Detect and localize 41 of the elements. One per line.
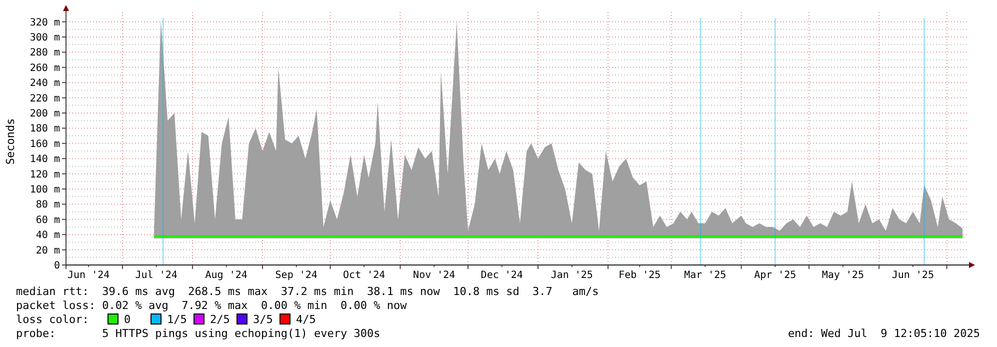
y-tick-label: 0	[54, 260, 60, 272]
text: probe: 5 HTTPS pings using echoping(1) every 300s	[16, 327, 380, 340]
legend-label: 2/5	[210, 313, 230, 326]
y-tick-label: 200 m	[30, 108, 60, 120]
y-tick-label: 120 m	[30, 169, 60, 180]
x-tick-label: Oct '24	[343, 270, 386, 281]
legend-title: loss color:	[16, 313, 89, 326]
y-tick-label: 140 m	[30, 154, 60, 166]
legend-label: 1/5	[167, 313, 187, 326]
x-tick-label: May '25	[822, 270, 864, 281]
y-tick-label: 40 m	[36, 230, 60, 242]
text: median rtt: 39.6 ms avg 268.5 ms max 37.2 ms min 38.1 ms now 10.8 ms sd 3.7 am/s	[16, 285, 599, 298]
y-tick-label: 280 m	[30, 48, 60, 59]
y-tick-label: 220 m	[30, 93, 60, 104]
text: end: Wed Jul 9 12:05:10 2025	[788, 327, 980, 340]
y-tick-label: 100 m	[30, 184, 60, 196]
x-tick-label: Feb '25	[618, 270, 661, 281]
y-tick-label: 320 m	[30, 17, 60, 28]
y-tick-label: 80 m	[36, 200, 60, 211]
y-tick-label: 160 m	[30, 138, 60, 150]
y-axis-title: Seconds	[4, 118, 17, 165]
y-tick-label: 240 m	[30, 78, 60, 90]
legend-label: 4/5	[296, 313, 316, 326]
x-tick-label: Jul '24	[135, 270, 178, 281]
legend-label: 0	[124, 313, 131, 326]
y-tick-label: 20 m	[36, 245, 60, 256]
x-tick-label: Jun '25	[892, 270, 934, 281]
x-tick-label: Sep '24	[275, 270, 318, 281]
x-tick-label: Jan '25	[550, 270, 593, 281]
text: packet loss: 0.02 % avg 7.92 % max 0.00 % min 0.00 % now	[16, 299, 408, 312]
y-tick-label: 300 m	[30, 32, 60, 44]
legend-label: 3/5	[253, 313, 273, 326]
x-tick-label: Dec '24	[480, 270, 523, 281]
y-tick-label: 260 m	[30, 62, 60, 74]
x-tick-label: Nov '24	[413, 270, 456, 281]
y-tick-label: 60 m	[36, 214, 60, 226]
x-tick-label: Aug '24	[205, 270, 248, 281]
x-tick-label: Mar '25	[684, 270, 726, 281]
y-tick-label: 180 m	[30, 124, 60, 135]
x-tick-label: Jun '24	[68, 270, 110, 281]
x-tick-label: Apr '25	[754, 270, 796, 281]
